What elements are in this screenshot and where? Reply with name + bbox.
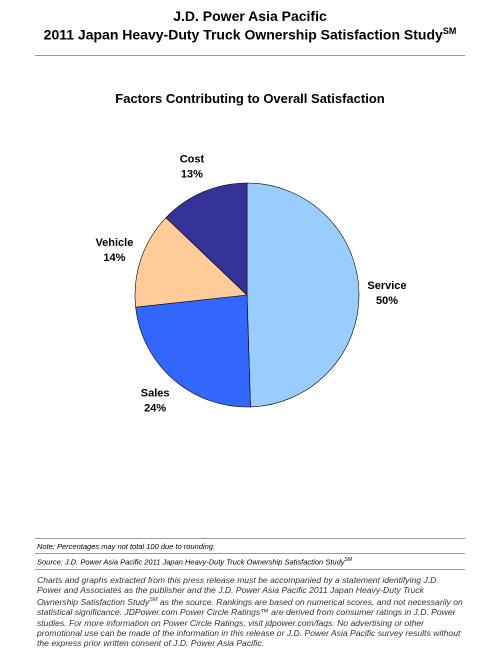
disclaimer-text: Charts and graphs extracted from this pr… [37, 575, 439, 608]
source: Source: J.D. Power Asia Pacific 2011 Jap… [37, 557, 352, 567]
header-line2-text: 2011 Japan Heavy-Duty Truck Ownership Sa… [43, 26, 443, 43]
pie-slice [246, 182, 360, 408]
slice-category-label: Cost [180, 153, 205, 165]
header-line1: J.D. Power Asia Pacific [173, 8, 327, 24]
source-sup: SM [344, 557, 353, 563]
note-rule [35, 538, 465, 539]
slice-value-label: 14% [103, 252, 125, 264]
pie-slice [134, 217, 248, 308]
slice-category-label: Vehicle [95, 237, 133, 249]
note: Note: Percentages may not total 100 due … [37, 542, 216, 551]
chart-title: Factors Contributing to Overall Satisfac… [115, 91, 384, 106]
slice-category-label: Service [367, 280, 406, 292]
slice-category-label: Sales [141, 388, 170, 400]
disclaimer: Charts and graphs extracted from this pr… [37, 575, 465, 648]
slice-value-label: 50% [376, 295, 398, 307]
disclaimer-text: as the source. Rankings are based on num… [37, 597, 463, 649]
header-line2: 2011 Japan Heavy-Duty Truck Ownership Sa… [0, 26, 500, 43]
source-text: Source: J.D. Power Asia Pacific 2011 Jap… [37, 557, 345, 567]
pie-slice [135, 294, 251, 408]
pie-slice [165, 182, 248, 296]
chart: Factors Contributing to Overall Satisfac… [95, 91, 406, 415]
slice-value-label: 24% [144, 403, 166, 415]
source-rule [35, 553, 465, 554]
header-rule [35, 55, 465, 56]
source-rule-bottom [35, 569, 465, 570]
slice-value-label: 13% [181, 168, 203, 180]
disclaimer-sup: SM [149, 597, 158, 604]
header-sup: SM [442, 26, 457, 36]
